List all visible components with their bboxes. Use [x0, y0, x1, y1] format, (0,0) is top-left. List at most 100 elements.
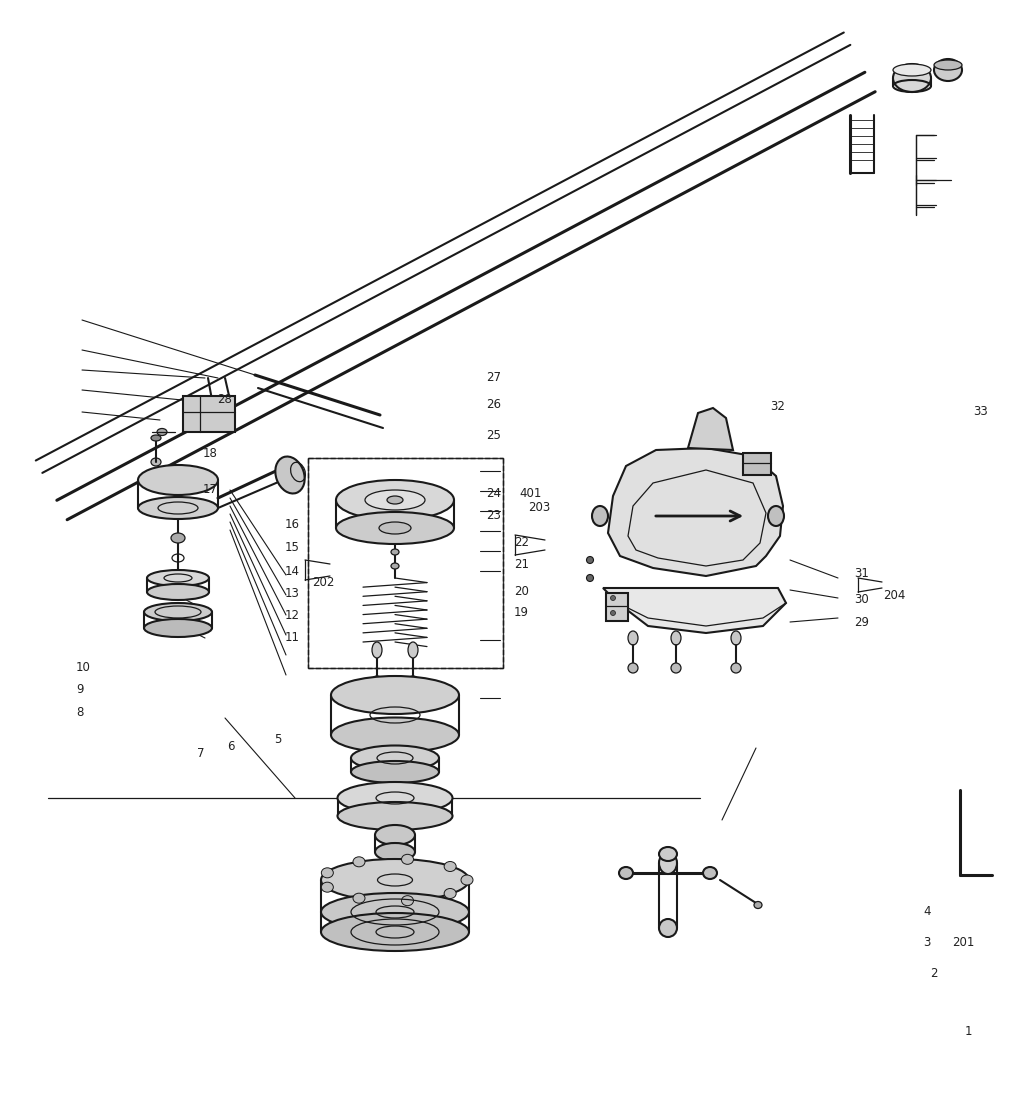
Polygon shape: [688, 408, 733, 450]
Text: 11: 11: [285, 631, 300, 644]
Ellipse shape: [375, 825, 415, 845]
Ellipse shape: [390, 534, 400, 542]
Text: 31: 31: [854, 567, 869, 580]
Ellipse shape: [336, 512, 454, 544]
Ellipse shape: [444, 861, 456, 871]
Ellipse shape: [147, 584, 209, 600]
Ellipse shape: [331, 675, 459, 714]
Ellipse shape: [731, 631, 741, 645]
Ellipse shape: [144, 603, 212, 621]
Ellipse shape: [628, 663, 638, 673]
Ellipse shape: [351, 745, 439, 771]
Text: 3: 3: [924, 935, 931, 949]
Text: 30: 30: [854, 593, 868, 607]
Ellipse shape: [391, 549, 399, 556]
Text: 7: 7: [197, 747, 204, 760]
Text: 9: 9: [76, 683, 83, 697]
Ellipse shape: [587, 557, 594, 563]
Ellipse shape: [659, 852, 677, 874]
Ellipse shape: [147, 570, 209, 585]
Text: 29: 29: [854, 615, 869, 629]
Ellipse shape: [408, 642, 418, 658]
Text: 32: 32: [770, 400, 785, 413]
Ellipse shape: [331, 718, 459, 752]
Ellipse shape: [893, 64, 931, 92]
Ellipse shape: [351, 761, 439, 783]
Ellipse shape: [671, 663, 681, 673]
Ellipse shape: [321, 913, 469, 951]
Text: 24: 24: [486, 487, 502, 500]
Ellipse shape: [372, 675, 382, 684]
Ellipse shape: [365, 490, 425, 510]
Text: 12: 12: [285, 609, 300, 622]
Ellipse shape: [322, 868, 334, 878]
Ellipse shape: [321, 859, 469, 901]
Ellipse shape: [618, 867, 633, 879]
Ellipse shape: [171, 533, 185, 543]
Text: 18: 18: [203, 447, 218, 460]
Text: 13: 13: [285, 587, 300, 600]
Text: 23: 23: [486, 509, 502, 522]
Bar: [308, 458, 503, 668]
Ellipse shape: [336, 480, 454, 520]
Ellipse shape: [934, 60, 962, 70]
Ellipse shape: [353, 893, 365, 903]
Ellipse shape: [353, 857, 365, 867]
Polygon shape: [608, 448, 783, 575]
Text: 202: 202: [312, 575, 335, 589]
Text: 204: 204: [883, 589, 905, 602]
Ellipse shape: [275, 457, 305, 493]
Ellipse shape: [151, 436, 161, 441]
Text: 5: 5: [274, 733, 282, 747]
Ellipse shape: [703, 867, 717, 879]
Ellipse shape: [391, 563, 399, 569]
Ellipse shape: [151, 458, 161, 466]
Ellipse shape: [610, 595, 615, 601]
Text: 26: 26: [486, 398, 502, 411]
Text: 22: 22: [514, 536, 529, 549]
Ellipse shape: [768, 506, 784, 526]
Text: 10: 10: [76, 661, 91, 674]
Ellipse shape: [754, 901, 762, 909]
Text: 15: 15: [285, 541, 300, 554]
Ellipse shape: [206, 397, 214, 411]
Ellipse shape: [387, 496, 403, 504]
Text: 33: 33: [973, 404, 987, 418]
Ellipse shape: [322, 882, 334, 892]
Text: 201: 201: [952, 935, 975, 949]
Ellipse shape: [372, 642, 382, 658]
Text: 8: 8: [76, 705, 83, 719]
Ellipse shape: [587, 574, 594, 581]
Ellipse shape: [144, 619, 212, 637]
Ellipse shape: [628, 631, 638, 645]
Text: 6: 6: [227, 740, 234, 753]
Ellipse shape: [379, 522, 411, 534]
Text: 25: 25: [486, 429, 502, 442]
Ellipse shape: [659, 919, 677, 937]
Ellipse shape: [138, 497, 218, 519]
Ellipse shape: [408, 675, 418, 684]
Ellipse shape: [338, 782, 453, 814]
Ellipse shape: [731, 663, 741, 673]
Text: 20: 20: [514, 584, 529, 598]
Ellipse shape: [338, 802, 453, 830]
Text: 2: 2: [930, 967, 937, 980]
Text: 19: 19: [514, 605, 529, 619]
Ellipse shape: [375, 843, 415, 861]
Bar: [183, 396, 234, 432]
Bar: [743, 453, 771, 476]
Ellipse shape: [893, 64, 931, 76]
Text: 4: 4: [924, 904, 931, 918]
Text: 21: 21: [514, 558, 529, 571]
Ellipse shape: [592, 506, 608, 526]
Ellipse shape: [610, 611, 615, 615]
Text: 27: 27: [486, 371, 502, 384]
Text: 14: 14: [285, 564, 300, 578]
Text: 401: 401: [519, 487, 542, 500]
Polygon shape: [603, 588, 786, 633]
Text: 16: 16: [285, 518, 300, 531]
Ellipse shape: [157, 429, 167, 436]
Text: 28: 28: [217, 393, 232, 407]
Ellipse shape: [659, 847, 677, 861]
Text: 203: 203: [528, 501, 551, 514]
